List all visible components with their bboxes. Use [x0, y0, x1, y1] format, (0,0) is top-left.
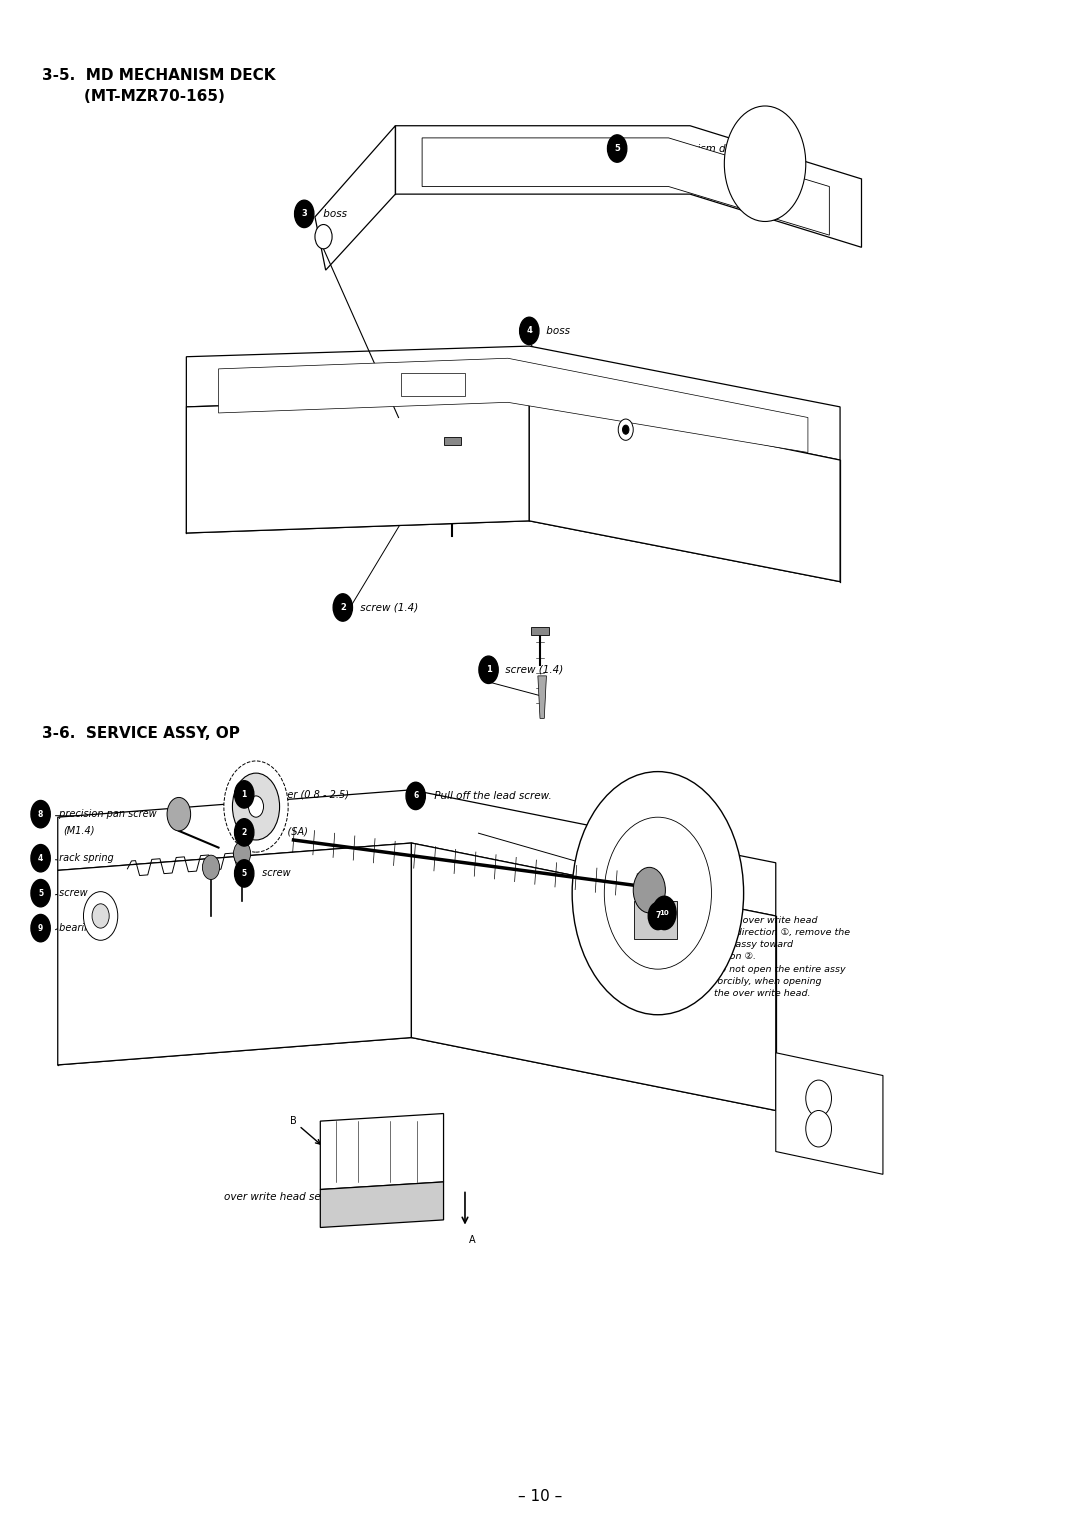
- Text: 10: 10: [660, 911, 670, 915]
- Text: gear (SA): gear (SA): [259, 827, 308, 837]
- Circle shape: [234, 819, 254, 847]
- Text: (MT-MZR70-165): (MT-MZR70-165): [42, 89, 225, 104]
- Text: washer (0.8 - 2.5): washer (0.8 - 2.5): [259, 790, 349, 799]
- Polygon shape: [422, 138, 829, 235]
- Circle shape: [605, 817, 712, 969]
- Text: Pull off the lead screw.: Pull off the lead screw.: [431, 792, 552, 801]
- Circle shape: [31, 880, 51, 906]
- Polygon shape: [444, 437, 461, 445]
- Text: 5: 5: [38, 889, 43, 897]
- Text: boss: boss: [543, 325, 570, 336]
- Circle shape: [232, 773, 280, 840]
- Circle shape: [622, 425, 629, 434]
- Text: Opening the over write head
toward the direction ①, remove the
OP Service assy t: Opening the over write head toward the d…: [681, 915, 851, 998]
- Text: (MT-MZR70-165): (MT-MZR70-165): [647, 163, 733, 173]
- Bar: [401, 373, 465, 396]
- Polygon shape: [411, 843, 775, 1111]
- Circle shape: [572, 772, 744, 1015]
- Circle shape: [31, 914, 51, 941]
- Polygon shape: [775, 1053, 883, 1175]
- Text: 3-5.  MD MECHANISM DECK: 3-5. MD MECHANISM DECK: [42, 67, 275, 83]
- Polygon shape: [187, 345, 840, 460]
- Text: (M1.4): (M1.4): [63, 825, 95, 836]
- Circle shape: [806, 1080, 832, 1117]
- Circle shape: [295, 200, 314, 228]
- Text: over write head section: over write head section: [224, 1192, 347, 1203]
- Text: – 10 –: – 10 –: [518, 1488, 562, 1504]
- Circle shape: [224, 761, 288, 853]
- Circle shape: [333, 594, 352, 622]
- Circle shape: [478, 656, 498, 683]
- Circle shape: [92, 903, 109, 927]
- Circle shape: [202, 856, 219, 880]
- Circle shape: [234, 860, 254, 888]
- Text: 3: 3: [301, 209, 307, 219]
- Polygon shape: [57, 843, 411, 1065]
- Circle shape: [652, 897, 676, 929]
- Polygon shape: [321, 1183, 444, 1227]
- Polygon shape: [218, 358, 808, 452]
- Polygon shape: [321, 1114, 444, 1189]
- Text: 3-6.  SERVICE ASSY, OP: 3-6. SERVICE ASSY, OP: [42, 726, 240, 741]
- Circle shape: [633, 868, 665, 912]
- Polygon shape: [315, 125, 395, 270]
- Text: bearing: bearing: [55, 923, 96, 934]
- Text: 4: 4: [38, 854, 43, 863]
- Circle shape: [31, 801, 51, 828]
- Circle shape: [83, 892, 118, 940]
- Text: 4: 4: [526, 327, 532, 335]
- Circle shape: [234, 781, 254, 808]
- Polygon shape: [529, 396, 840, 582]
- Circle shape: [725, 105, 806, 222]
- Polygon shape: [531, 626, 549, 634]
- Text: chassis assy: chassis assy: [545, 397, 609, 408]
- Text: 1: 1: [486, 665, 491, 674]
- Circle shape: [806, 1111, 832, 1148]
- Polygon shape: [57, 790, 775, 915]
- Circle shape: [167, 798, 191, 831]
- Circle shape: [406, 782, 426, 810]
- Text: 9: 9: [38, 923, 43, 932]
- Polygon shape: [538, 675, 546, 718]
- Circle shape: [31, 845, 51, 872]
- Polygon shape: [395, 125, 862, 248]
- Text: 6: 6: [413, 792, 418, 801]
- Text: A: A: [470, 1235, 476, 1245]
- Text: B: B: [291, 1115, 297, 1126]
- Polygon shape: [187, 396, 529, 533]
- Text: 2: 2: [242, 828, 247, 837]
- Text: precision pan screw: precision pan screw: [55, 810, 157, 819]
- Text: 2: 2: [340, 604, 346, 613]
- Text: 1: 1: [242, 790, 247, 799]
- Text: MD mechanism deck: MD mechanism deck: [632, 144, 744, 153]
- Text: 7: 7: [656, 912, 661, 920]
- Text: rack spring: rack spring: [55, 853, 113, 863]
- Circle shape: [648, 903, 667, 929]
- Circle shape: [519, 318, 539, 345]
- Text: screw (1.4): screw (1.4): [502, 665, 564, 675]
- Circle shape: [618, 419, 633, 440]
- Text: 8: 8: [38, 810, 43, 819]
- Circle shape: [233, 842, 251, 866]
- Text: screw: screw: [55, 888, 87, 898]
- Circle shape: [608, 134, 626, 162]
- Text: screw: screw: [259, 868, 291, 879]
- Text: 5: 5: [615, 144, 620, 153]
- Circle shape: [315, 225, 332, 249]
- Text: screw (1.4): screw (1.4): [356, 602, 418, 613]
- Text: boss: boss: [321, 209, 348, 219]
- Text: 5: 5: [242, 869, 247, 879]
- Bar: [634, 902, 677, 938]
- Circle shape: [248, 796, 264, 817]
